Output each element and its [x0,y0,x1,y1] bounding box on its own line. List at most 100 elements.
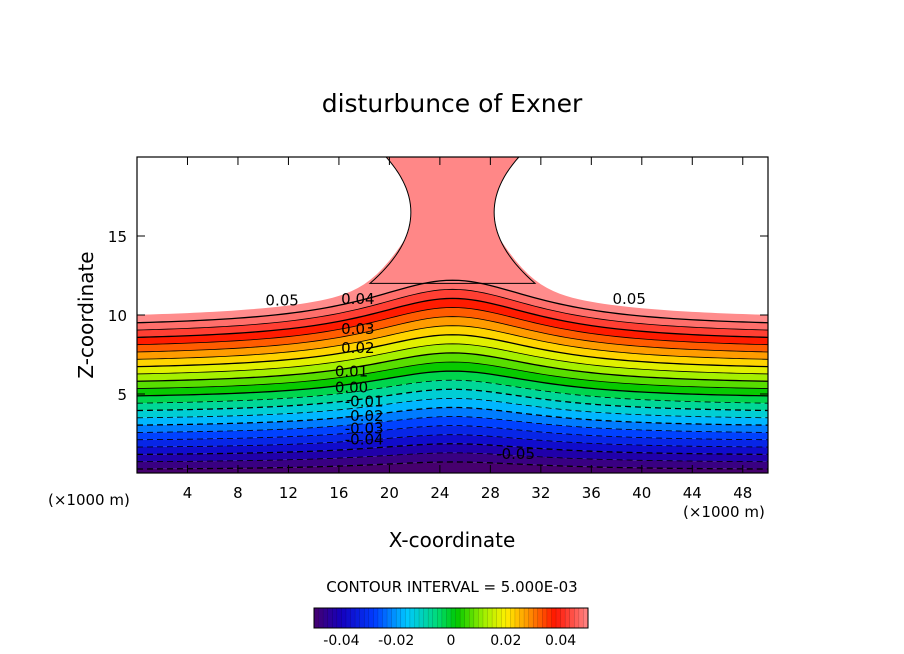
contour-band [137,389,768,418]
contour-band [137,425,768,448]
colorbar-cells [313,607,589,629]
colorbar-tick-label: -0.04 [323,633,359,649]
colorbar-cell [505,607,511,629]
contour-line [137,379,768,404]
x-tick-label: 20 [380,484,399,502]
colorbar-cell [564,607,571,629]
colorbar-cell [546,607,553,629]
x-tick-label: 24 [430,484,449,502]
contour-band [137,334,768,374]
contour-band [137,371,768,404]
colorbar-cell [551,607,557,629]
colorbar-cell [514,607,521,629]
x-tick-label: 36 [582,484,601,502]
colorbar-cell [482,607,489,629]
colorbar-cell [473,607,479,629]
y-axis-label: Z-coordinate [74,251,98,378]
colorbar-cell [555,607,562,629]
colorbar-tick-label: 0.02 [490,633,521,649]
x-tick-label: 12 [279,484,298,502]
x-axis-ticks: 4 8 12 16 20 24 28 32 36 40 44 48 [183,157,752,502]
colorbar-cell [332,607,338,629]
colorbar-cell [455,607,461,629]
colorbar-cell [569,607,575,629]
colorbar-cell [523,607,530,629]
contour-line [137,316,768,353]
plot-area: 0.05 0.040.030.020.010.00-0.01-0.02-0.03-… [108,156,769,502]
colorbar-cell [354,607,361,629]
colorbar-cell [528,607,534,629]
contour-label: -0.03 [345,420,384,438]
colorbar-cell [441,607,447,629]
y-tick-label: 10 [108,307,127,325]
colorbar-cell [459,607,466,629]
colorbar-cell [350,607,356,629]
contour-label: 0.05 [265,292,298,310]
contour-band [137,416,768,440]
colorbar-cell [414,607,420,629]
colorbar-cell [386,607,393,629]
colorbar-cell [560,607,566,629]
y-axis-ticks: 5 10 15 [108,228,768,404]
contour-label: -0.01 [345,393,384,411]
colorbar-tick-labels: -0.04 -0.02 0 0.02 0.04 [323,633,576,649]
colorbar-cell [318,607,324,629]
contour-line [137,388,768,412]
colorbar-cell [427,607,434,629]
contour-band [137,452,768,470]
colorbar: -0.04 -0.02 0 0.02 0.04 [313,607,589,649]
contour-line [137,461,768,470]
contour-label: -0.05 [496,445,535,463]
colorbar-cell [491,607,498,629]
contour-label: 0.00 [335,378,368,396]
colorbar-cell [368,607,374,629]
colorbar-cell [395,607,402,629]
colorbar-cell [478,607,484,629]
colorbar-cell [510,607,516,629]
colorbar-cell [432,607,438,629]
colorbar-cell [322,607,329,629]
contour-line [137,334,768,368]
colorbar-cell [400,607,406,629]
contour-line [137,406,768,426]
contour-line [137,425,768,441]
colorbar-tick-label: -0.02 [378,633,414,649]
contour-band [137,362,768,396]
contour-interval-label: CONTOUR INTERVAL = 5.000E-03 [326,578,577,596]
colorbar-cell [496,607,502,629]
colorbar-cell [537,607,543,629]
colorbar-cell [532,607,539,629]
colorbar-cell [409,607,416,629]
contour-band [137,289,768,338]
contour-labels: 0.05 0.040.030.020.010.00-0.01-0.02-0.03-… [265,290,645,463]
contour-line [137,361,768,389]
contour-band [137,398,768,426]
contour-line [137,297,768,339]
colorbar-cell [336,607,342,629]
colorbar-cell [542,607,548,629]
colorbar-cell [363,607,370,629]
contour-line [137,416,768,433]
colorbar-cell [391,607,397,629]
contour-label: 0.04 [341,290,374,308]
colorbar-cell [519,607,525,629]
contour-line [137,279,768,324]
contour-band [137,307,768,352]
x-unit-right: (×1000 m) [683,503,765,521]
contour-band [137,380,768,411]
chart-title: disturbunce of Exner [322,89,583,118]
colorbar-cell [423,607,429,629]
contour-line [137,343,768,375]
colorbar-frame [313,607,589,629]
colorbar-cell [437,607,443,629]
contour-label: 0.01 [335,363,368,381]
contour-label: 0.05 [612,290,645,308]
contour-label: -0.04 [345,431,384,449]
y-tick-label: 5 [117,386,127,404]
colorbar-cell [446,607,452,629]
contour-band [137,316,768,360]
colorbar-tick-label: 0 [447,633,456,649]
colorbar-cell [382,607,388,629]
contour-label: 0.03 [341,320,374,338]
